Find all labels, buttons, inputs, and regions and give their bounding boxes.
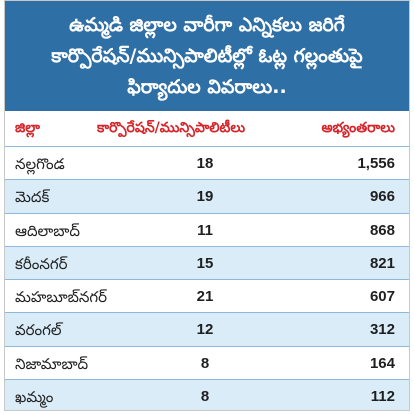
district-cell: ఖమ్మం — [15, 388, 54, 407]
table-row: వరంగల్ 12 312 — [5, 312, 409, 346]
objections-cell: 821 — [369, 254, 395, 272]
district-cell: కరీంనగర్ — [15, 254, 68, 273]
objections-cell: 112 — [370, 388, 395, 406]
objections-cell: 1,556 — [357, 155, 395, 172]
count-cell: 8 — [200, 388, 210, 406]
objections-cell: 868 — [369, 221, 395, 239]
column-header-count: కార్పొరేషన్/మున్సిపాలిటీలు — [97, 120, 246, 136]
column-header-objections: అభ్యంతరాలు — [321, 120, 395, 136]
table-row: ఆదిలాబాద్ 11 868 — [5, 212, 409, 246]
objections-cell: 312 — [369, 321, 395, 339]
table-row: నిజామాబాద్ 8 164 — [5, 345, 409, 380]
district-cell: నిజామాబాద్ — [15, 354, 89, 373]
district-cell: మెదక్ — [15, 188, 50, 207]
column-header-row: జిల్లా కార్పొరేషన్/మున్సిపాలిటీలు అభ్యంత… — [5, 112, 409, 145]
objections-cell: 607 — [369, 288, 395, 306]
district-cell: ఆదిలాబాద్ — [15, 221, 80, 240]
objections-cell: 164 — [369, 354, 395, 372]
title-line-3: ఫిర్యాదుల వివరాలు.. — [127, 75, 287, 98]
table-title: ఉమ్మడి జిల్లాల వారీగా ఎన్నికలు జరిగే కార… — [5, 1, 409, 111]
count-cell: 18 — [196, 155, 214, 172]
objections-cell: 966 — [369, 188, 395, 206]
count-cell: 8 — [200, 354, 210, 372]
table-body: నల్లగొండ 18 1,556 మెదక్ 19 966 ఆదిలాబాద్… — [5, 146, 409, 410]
table-row: ఖమ్మం 8 112 — [5, 379, 409, 410]
table-row: కరీంనగర్ 15 821 — [5, 245, 409, 280]
complaints-table-card: ఉమ్మడి జిల్లాల వారీగా ఎన్నికలు జరిగే కార… — [4, 0, 410, 411]
count-cell: 15 — [196, 254, 214, 272]
count-cell: 11 — [197, 221, 213, 239]
count-cell: 21 — [196, 288, 214, 306]
district-cell: మహబూబ్‌నగర్ — [15, 288, 108, 307]
title-line-2: కార్పొరేషన్/మున్సిపాలిటీల్లో ఓట్ల గల్లంత… — [51, 44, 363, 67]
column-header-district: జిల్లా — [15, 120, 40, 136]
district-cell: వరంగల్ — [15, 321, 62, 340]
count-cell: 19 — [196, 188, 214, 206]
count-cell: 12 — [196, 321, 214, 339]
district-cell: నల్లగొండ — [15, 155, 65, 173]
table-row: మెదక్ 19 966 — [5, 179, 409, 213]
title-line-1: ఉమ్మడి జిల్లాల వారీగా ఎన్నికలు జరిగే — [69, 13, 345, 36]
table-row: నల్లగొండ 18 1,556 — [5, 146, 409, 180]
table-row: మహబూబ్‌నగర్ 21 607 — [5, 279, 409, 313]
